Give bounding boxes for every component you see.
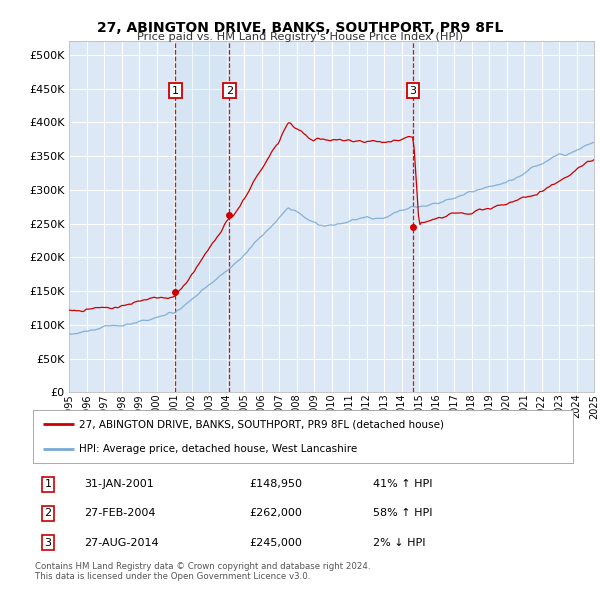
Text: 2% ↓ HPI: 2% ↓ HPI (373, 537, 426, 548)
Text: £262,000: £262,000 (249, 509, 302, 518)
Text: Price paid vs. HM Land Registry's House Price Index (HPI): Price paid vs. HM Land Registry's House … (137, 32, 463, 42)
Text: 1: 1 (172, 86, 179, 96)
Text: 2: 2 (44, 509, 52, 518)
Text: £148,950: £148,950 (249, 479, 302, 489)
Text: 58% ↑ HPI: 58% ↑ HPI (373, 509, 433, 518)
Text: This data is licensed under the Open Government Licence v3.0.: This data is licensed under the Open Gov… (35, 572, 310, 581)
Text: 27-FEB-2004: 27-FEB-2004 (84, 509, 156, 518)
Text: HPI: Average price, detached house, West Lancashire: HPI: Average price, detached house, West… (79, 444, 357, 454)
Bar (175, 41, 229, 392)
Text: 41% ↑ HPI: 41% ↑ HPI (373, 479, 433, 489)
Text: 27, ABINGTON DRIVE, BANKS, SOUTHPORT, PR9 8FL: 27, ABINGTON DRIVE, BANKS, SOUTHPORT, PR… (97, 21, 503, 35)
Text: 31-JAN-2001: 31-JAN-2001 (84, 479, 154, 489)
Text: 1: 1 (44, 479, 52, 489)
Text: £245,000: £245,000 (249, 537, 302, 548)
Text: 3: 3 (44, 537, 52, 548)
Text: 2: 2 (226, 86, 233, 96)
Text: 27, ABINGTON DRIVE, BANKS, SOUTHPORT, PR9 8FL (detached house): 27, ABINGTON DRIVE, BANKS, SOUTHPORT, PR… (79, 419, 444, 430)
Text: 3: 3 (409, 86, 416, 96)
Text: 27-AUG-2014: 27-AUG-2014 (84, 537, 159, 548)
Text: Contains HM Land Registry data © Crown copyright and database right 2024.: Contains HM Land Registry data © Crown c… (35, 562, 370, 571)
